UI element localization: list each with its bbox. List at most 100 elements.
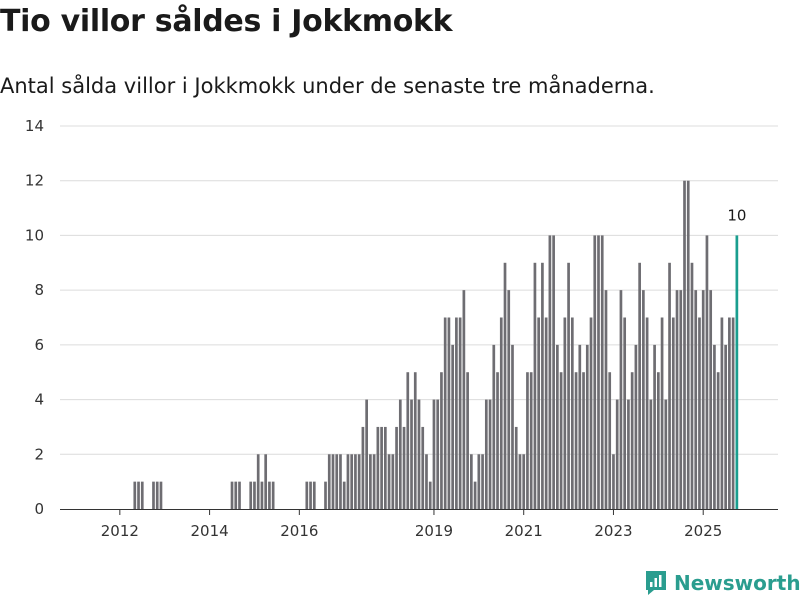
bar [731,317,735,509]
x-tick-label: 2014 [190,522,228,540]
bar [133,481,137,509]
bar [619,290,623,509]
bar [593,235,597,509]
bar [679,290,683,509]
bar [155,481,159,509]
bar [686,180,690,509]
y-tick-label: 12 [25,172,44,190]
bar [256,454,260,509]
gridlines [60,125,778,455]
bar [724,344,727,509]
bar [466,372,469,509]
x-tick-label: 2016 [280,522,318,540]
bar [567,262,570,509]
bar [656,372,660,509]
bar [720,317,724,509]
bar [369,454,372,509]
bar [705,235,709,509]
bar [578,344,582,509]
x-tick-label: 2023 [594,522,632,540]
bar [436,399,440,509]
bar [638,262,641,509]
bar [615,399,619,509]
bar [728,317,731,509]
bar [238,481,241,509]
bar [544,317,548,509]
bar [701,290,705,509]
highlight-bar-label: 10 [727,206,746,224]
bar [600,235,604,509]
bar [387,454,391,509]
bar [533,262,537,509]
bar [372,454,376,509]
bar [709,290,713,509]
y-tick-label: 14 [25,117,44,135]
bar [522,454,526,509]
bar [675,290,679,509]
bar [447,317,451,509]
bar [597,235,600,509]
bar [331,454,335,509]
bar [354,454,357,509]
bar [612,454,615,509]
bar [268,481,271,509]
bar [335,454,339,509]
bar [499,317,503,509]
bar [496,372,499,509]
bar [627,399,630,509]
bar [159,481,163,509]
newsworthy-logo: Newsworthy [644,568,800,598]
bar [537,317,541,509]
bar [432,399,436,509]
bar [365,399,368,509]
page-title: Tio villor såldes i Jokkmokk [0,4,453,39]
bar [653,344,656,509]
bar [406,372,410,509]
bar [230,481,234,509]
bar [451,344,455,509]
bar [526,372,529,509]
x-tick-label: 2021 [505,522,543,540]
bar [462,290,466,509]
bar [413,372,417,509]
bar [529,372,533,509]
bar [608,372,612,509]
bar [470,454,473,509]
bar [428,481,432,509]
bar [361,426,365,509]
bar [660,317,664,509]
bar [668,262,671,509]
highlight-bar [735,235,739,509]
bar [391,454,395,509]
bar [249,481,253,509]
bar [541,262,544,509]
bar [380,426,383,509]
bar [585,344,589,509]
bar [683,180,686,509]
axes: 0 2 4 6 8 10 12 14 10 2012 2014 2016 2019 2021 2023 202… [25,117,778,540]
bar [140,481,144,509]
bar [514,426,518,509]
bar [398,399,402,509]
x-tick-label: 2025 [684,522,722,540]
bar [563,317,567,509]
bar [260,481,264,509]
newsworthy-logo-icon [646,571,666,595]
bar [582,372,585,509]
brand-name: Newsworthy [674,571,800,595]
bar [440,372,443,509]
bar [410,399,413,509]
bar [481,454,484,509]
bar [395,426,398,509]
bar [511,344,514,509]
bar [559,372,563,509]
bar [376,426,380,509]
bar [346,454,350,509]
bar [698,317,701,509]
bars [133,180,739,509]
x-tick-label: 2019 [415,522,453,540]
bar [630,372,634,509]
bar [473,481,477,509]
bar [417,399,421,509]
